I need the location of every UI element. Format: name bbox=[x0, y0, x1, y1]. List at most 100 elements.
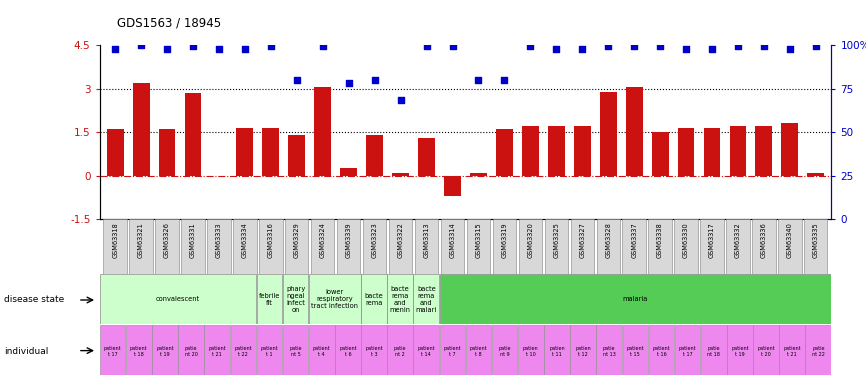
Text: GDS1563 / 18945: GDS1563 / 18945 bbox=[117, 17, 221, 30]
Bar bbox=[522, 126, 539, 176]
FancyBboxPatch shape bbox=[492, 325, 518, 375]
Text: GSM63327: GSM63327 bbox=[579, 222, 585, 258]
FancyBboxPatch shape bbox=[779, 325, 805, 375]
Point bbox=[290, 77, 304, 83]
FancyBboxPatch shape bbox=[545, 219, 568, 274]
FancyBboxPatch shape bbox=[256, 274, 282, 324]
Text: bacte
rema: bacte rema bbox=[365, 292, 384, 306]
FancyBboxPatch shape bbox=[441, 219, 464, 274]
Text: patient
t 17: patient t 17 bbox=[679, 346, 696, 357]
FancyBboxPatch shape bbox=[337, 219, 360, 274]
FancyBboxPatch shape bbox=[363, 219, 386, 274]
Text: patient
t 6: patient t 6 bbox=[339, 346, 357, 357]
Text: patient
t 15: patient t 15 bbox=[626, 346, 644, 357]
Text: GSM63326: GSM63326 bbox=[164, 222, 170, 258]
Text: phary
ngeal
infect
on: phary ngeal infect on bbox=[286, 286, 305, 313]
FancyBboxPatch shape bbox=[493, 219, 516, 274]
FancyBboxPatch shape bbox=[779, 219, 802, 274]
Text: GSM63332: GSM63332 bbox=[735, 222, 741, 258]
Text: patie
nt 2: patie nt 2 bbox=[394, 346, 406, 357]
Point bbox=[471, 77, 485, 83]
FancyBboxPatch shape bbox=[413, 325, 439, 375]
Text: GSM63334: GSM63334 bbox=[242, 222, 248, 258]
Point bbox=[446, 44, 460, 50]
FancyBboxPatch shape bbox=[335, 325, 360, 375]
Text: GSM63314: GSM63314 bbox=[449, 222, 456, 258]
Text: patie
nt 5: patie nt 5 bbox=[289, 346, 302, 357]
Bar bbox=[262, 128, 280, 176]
Text: GSM63315: GSM63315 bbox=[475, 222, 481, 258]
Text: patient
t 16: patient t 16 bbox=[653, 346, 670, 357]
Point bbox=[627, 44, 641, 50]
Text: individual: individual bbox=[4, 347, 48, 356]
Text: patien
t 11: patien t 11 bbox=[549, 346, 565, 357]
FancyBboxPatch shape bbox=[415, 219, 438, 274]
Text: GSM63340: GSM63340 bbox=[787, 222, 793, 258]
Bar bbox=[703, 128, 721, 176]
Text: disease state: disease state bbox=[4, 295, 65, 304]
Bar bbox=[626, 87, 643, 176]
FancyBboxPatch shape bbox=[571, 325, 596, 375]
Bar bbox=[470, 173, 487, 176]
Point bbox=[212, 46, 226, 53]
Bar bbox=[729, 126, 746, 176]
Point bbox=[705, 46, 719, 53]
FancyBboxPatch shape bbox=[361, 325, 387, 375]
FancyBboxPatch shape bbox=[387, 274, 413, 324]
Point bbox=[809, 44, 823, 50]
Text: patient
t 14: patient t 14 bbox=[417, 346, 435, 357]
FancyBboxPatch shape bbox=[309, 274, 360, 324]
Text: GSM63337: GSM63337 bbox=[631, 222, 637, 258]
FancyBboxPatch shape bbox=[126, 325, 152, 375]
Text: GSM63328: GSM63328 bbox=[605, 222, 611, 258]
Point bbox=[134, 42, 148, 48]
Text: convalescent: convalescent bbox=[156, 296, 200, 302]
Point bbox=[783, 46, 797, 53]
Point bbox=[342, 80, 356, 86]
FancyBboxPatch shape bbox=[155, 219, 178, 274]
FancyBboxPatch shape bbox=[440, 274, 831, 324]
FancyBboxPatch shape bbox=[701, 219, 724, 274]
Point bbox=[679, 46, 693, 53]
Bar bbox=[107, 129, 124, 176]
FancyBboxPatch shape bbox=[283, 325, 308, 375]
Bar bbox=[677, 128, 695, 176]
Text: GSM63321: GSM63321 bbox=[138, 222, 144, 258]
Point bbox=[601, 44, 615, 50]
Point bbox=[108, 46, 122, 53]
FancyBboxPatch shape bbox=[623, 219, 646, 274]
Text: GSM63331: GSM63331 bbox=[190, 222, 196, 258]
FancyBboxPatch shape bbox=[753, 325, 779, 375]
FancyBboxPatch shape bbox=[361, 274, 387, 324]
Text: GSM63335: GSM63335 bbox=[813, 222, 818, 258]
Bar bbox=[314, 87, 331, 176]
FancyBboxPatch shape bbox=[103, 219, 126, 274]
Text: GSM63318: GSM63318 bbox=[113, 222, 118, 258]
FancyBboxPatch shape bbox=[623, 325, 648, 375]
FancyBboxPatch shape bbox=[259, 219, 282, 274]
Text: patient
t 20: patient t 20 bbox=[757, 346, 775, 357]
Bar bbox=[444, 176, 461, 196]
Text: patient
t 1: patient t 1 bbox=[261, 346, 278, 357]
Point bbox=[549, 46, 563, 53]
Bar bbox=[600, 92, 617, 176]
FancyBboxPatch shape bbox=[256, 325, 282, 375]
Text: GSM63329: GSM63329 bbox=[294, 222, 300, 258]
Bar bbox=[184, 93, 202, 176]
FancyBboxPatch shape bbox=[649, 219, 672, 274]
Text: patien
t 10: patien t 10 bbox=[523, 346, 539, 357]
Text: patie
nt 18: patie nt 18 bbox=[708, 346, 721, 357]
Text: patie
nt 22: patie nt 22 bbox=[811, 346, 824, 357]
Text: patient
t 22: patient t 22 bbox=[235, 346, 252, 357]
FancyBboxPatch shape bbox=[519, 219, 542, 274]
Text: patient
t 7: patient t 7 bbox=[443, 346, 462, 357]
Text: GSM63323: GSM63323 bbox=[372, 222, 378, 258]
Text: patient
t 17: patient t 17 bbox=[104, 346, 121, 357]
FancyBboxPatch shape bbox=[152, 325, 178, 375]
Point bbox=[186, 44, 200, 50]
FancyBboxPatch shape bbox=[675, 219, 698, 274]
Point bbox=[523, 44, 537, 50]
Text: GSM63316: GSM63316 bbox=[268, 222, 274, 258]
FancyBboxPatch shape bbox=[440, 325, 465, 375]
Point bbox=[653, 44, 667, 50]
